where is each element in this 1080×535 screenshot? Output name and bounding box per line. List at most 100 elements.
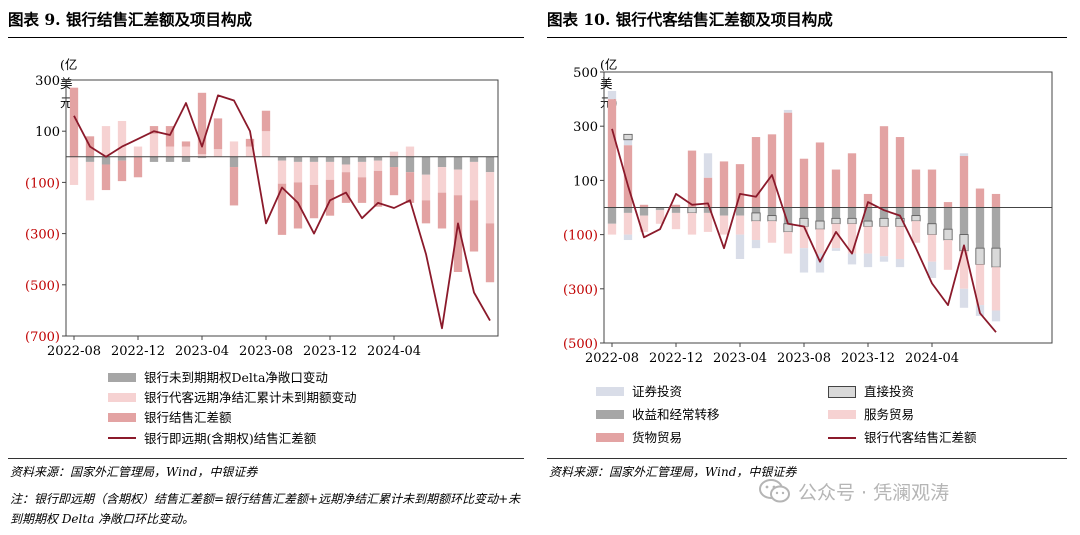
bar-segment [943,228,953,241]
bar-segment [719,161,729,208]
bar-segment [373,160,383,171]
x-tick-label: 2024-04 [367,344,421,359]
bar-segment [197,92,207,155]
legend-swatch-spot-forward-line [108,437,136,439]
y-tick-label: 300 [35,74,60,89]
bar-segment [655,210,665,224]
bar-segment [959,207,969,235]
bar-segment [421,174,431,201]
plot-frame [65,79,499,337]
legend-label-forward: 银行代客远期净结汇累计未到期额变动 [144,390,357,405]
chart9-source: 资料来源：国家外汇管理局，Wind，中银证券 [10,465,258,479]
legend-swatch-forward [108,393,136,402]
bar-segment [357,177,367,203]
bar-segment [453,195,463,272]
y-tick-label: (500) [25,279,60,294]
y-tick-label: 500 [573,66,598,81]
bar-segment [181,146,191,157]
bar-segment [165,146,175,157]
bar-segment [815,220,825,230]
bar-segment [309,184,319,219]
bar-segment [879,126,889,208]
bar-segment [623,133,633,141]
bar-segment [799,158,809,208]
bar-segment [373,170,383,207]
bar-segment [719,215,729,235]
legend-swatch-services [828,410,856,419]
x-tick-label: 2023-04 [175,344,229,359]
bar-segment [831,223,841,249]
legend-label-goods: 货物贸易 [632,430,683,445]
x-tick-label: 2022-12 [111,344,165,359]
x-tick-label: 2022-08 [47,344,101,359]
chart9-title: 图表 9. 银行结售汇差额及项目构成 [8,10,252,29]
bar-segment [341,172,351,203]
bar-segment [149,156,159,162]
bar-segment [85,161,95,201]
bar-segment [767,207,777,216]
bar-segment [485,223,495,283]
bar-segment [149,133,159,157]
bar-segment [133,156,143,178]
bar-segment [767,215,777,222]
bar-segment [357,161,367,178]
bar-segment [783,207,793,224]
x-tick-label: 2023-12 [841,351,895,366]
bar-segment [783,109,793,113]
bar-segment [927,234,937,262]
bar-segment [325,179,335,216]
bar-segment [735,164,745,208]
bar-segment [485,156,495,173]
bar-segment [117,120,127,157]
bar-segment [943,207,953,230]
bar-segment [421,156,431,175]
bar-segment [69,156,79,185]
bar-segment [927,223,937,235]
bar-segment [485,172,495,224]
legend-swatch-securities [596,387,624,396]
bar-segment [879,256,889,262]
bar-segment [469,200,479,252]
y-tick-label: (100) [563,229,598,244]
bar-segment [703,177,713,208]
bar-segment [991,247,1001,268]
chart9-title-rule [8,37,524,38]
y-tick-label: (100) [25,176,60,191]
bar-segment [469,156,479,162]
bar-segment [959,156,969,208]
bar-segment [639,215,649,232]
bar-segment [213,118,223,150]
bar-segment [293,182,303,229]
bar-segment [687,212,697,235]
bar-segment [831,248,841,251]
bar-segment [847,153,857,208]
bar-segment [165,126,175,147]
bar-segment [607,207,617,224]
legend-swatch-bank-net [108,413,136,422]
bar-segment [911,215,921,222]
bar-segment [991,207,1001,249]
bar-segment [245,146,255,157]
bar-segment [879,226,889,257]
legend-swatch-direct-investment [828,386,856,398]
bar-segment [943,202,953,208]
bar-segment [879,217,889,227]
bar-segment [927,261,937,278]
bar-segment [101,126,111,157]
bar-segment [325,161,335,180]
legend-label-client-net-line: 银行代客结售汇差额 [864,430,977,445]
y-tick-label: 300 [573,120,598,135]
bar-segment [751,137,761,208]
bar-segment [229,167,239,206]
bar-segment [85,156,95,162]
watermark-text: 公众号 · 凭澜观涛 [798,482,950,504]
bar-segment [847,223,857,254]
bar-segment [469,161,479,201]
bar-segment [863,193,873,208]
chart10-plot: 500 300 100 (100) (300) (500)2022-08 2022-12 20… [563,66,1053,366]
bar-segment [863,207,873,222]
bar-segment [815,229,825,254]
bar-segment [815,253,825,273]
bar-segment [831,207,841,219]
bar-segment [101,156,111,165]
